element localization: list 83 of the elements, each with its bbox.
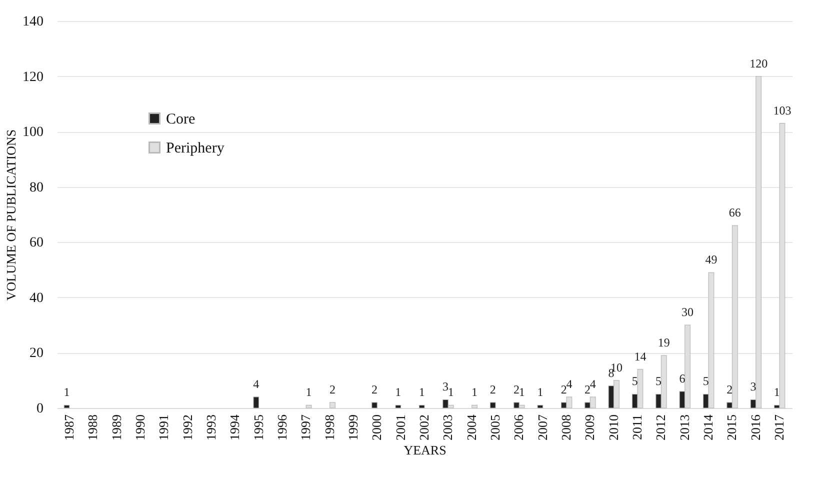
x-tick-label: 1987	[61, 414, 76, 440]
data-label: 8	[608, 366, 614, 380]
x-tick-label: 2017	[772, 414, 787, 440]
data-label: 19	[658, 335, 670, 350]
bar	[490, 402, 496, 408]
x-tick-label: 2001	[392, 414, 408, 440]
x-tick-label: 2010	[606, 414, 621, 440]
y-tick-label: 100	[22, 125, 44, 140]
data-label: 2	[490, 382, 496, 396]
x-tick-label: 2005	[488, 414, 503, 440]
data-label: 4	[253, 376, 260, 391]
bar	[537, 404, 544, 408]
bar	[253, 396, 260, 408]
x-tick-label: 1995	[250, 414, 266, 440]
data-label: 1	[64, 385, 70, 400]
y-axis-title: VOLUME OF PUBLICATIONS	[4, 129, 18, 301]
x-tick-label: 1991	[156, 414, 172, 440]
y-tick-label: 120	[22, 70, 44, 85]
data-label: 30	[682, 305, 694, 320]
data-label: 5	[632, 374, 638, 388]
x-tick-label: 2016	[748, 414, 763, 440]
x-tick-label: 1990	[132, 414, 148, 440]
data-label: 3	[750, 380, 756, 394]
data-label: 66	[728, 206, 741, 220]
x-axis-title: YEARS	[404, 442, 446, 458]
x-tick-label: 2004	[464, 414, 479, 440]
data-label: 1	[395, 385, 402, 400]
x-tick-label: 1992	[180, 414, 195, 440]
data-label: 5	[702, 374, 709, 388]
x-tick-label: 2000	[369, 414, 384, 440]
data-label: 2	[560, 382, 567, 396]
legend-label: Core	[166, 112, 196, 128]
data-label: 1	[774, 385, 780, 400]
data-label: 103	[773, 103, 792, 118]
data-label: 5	[656, 374, 662, 388]
bar	[395, 404, 402, 408]
x-tick-label: 2003	[440, 414, 456, 440]
data-label: 1	[537, 385, 544, 400]
data-label: 1	[448, 385, 454, 400]
x-tick-label: 1989	[108, 414, 124, 440]
data-label: 14	[634, 349, 646, 364]
x-tick-label: 2011	[630, 414, 645, 440]
data-label: 2	[329, 382, 336, 396]
x-tick-label: 1994	[227, 414, 242, 440]
data-label: 2	[514, 382, 520, 396]
x-tick-label: 2006	[511, 414, 526, 440]
data-label: 6	[679, 371, 686, 386]
x-tick-label: 1997	[298, 414, 314, 440]
legend-label: Periphery	[166, 140, 225, 156]
x-tick-label: 2007	[534, 414, 550, 440]
x-tick-label: 2015	[724, 414, 740, 440]
data-label: 1	[518, 385, 525, 400]
x-tick-label: 1999	[345, 414, 360, 440]
data-label: 2	[371, 382, 378, 396]
x-tick-label: 1998	[322, 414, 337, 440]
y-tick-label: 80	[30, 180, 44, 196]
data-label: 4	[590, 376, 596, 391]
y-tick-label: 40	[30, 290, 44, 306]
data-label: 2	[726, 382, 733, 396]
x-tick-label: 1996	[274, 414, 290, 440]
x-tick-label: 2002	[416, 414, 432, 440]
x-tick-label: 2012	[653, 414, 668, 440]
x-tick-label: 2009	[582, 414, 598, 440]
x-tick-label: 2008	[558, 414, 574, 440]
data-label: 120	[750, 56, 768, 70]
data-label: 1	[418, 385, 425, 400]
data-label: 4	[566, 376, 572, 391]
y-tick-label: 140	[22, 14, 44, 30]
data-label: 1	[472, 385, 478, 400]
y-tick-label: 60	[30, 236, 44, 251]
x-tick-label: 2014	[700, 414, 716, 440]
data-label: 3	[442, 380, 449, 394]
bar	[372, 402, 378, 408]
y-tick-label: 20	[30, 346, 44, 362]
data-label: 49	[705, 252, 718, 267]
bar	[418, 404, 425, 408]
bar	[64, 404, 70, 408]
x-tick-label: 1988	[85, 414, 100, 440]
data-label: 2	[584, 382, 591, 396]
data-label: 1	[306, 385, 312, 400]
x-tick-label: 1993	[203, 414, 218, 440]
x-tick-label: 2013	[676, 414, 692, 440]
y-tick-label: 0	[36, 402, 44, 416]
